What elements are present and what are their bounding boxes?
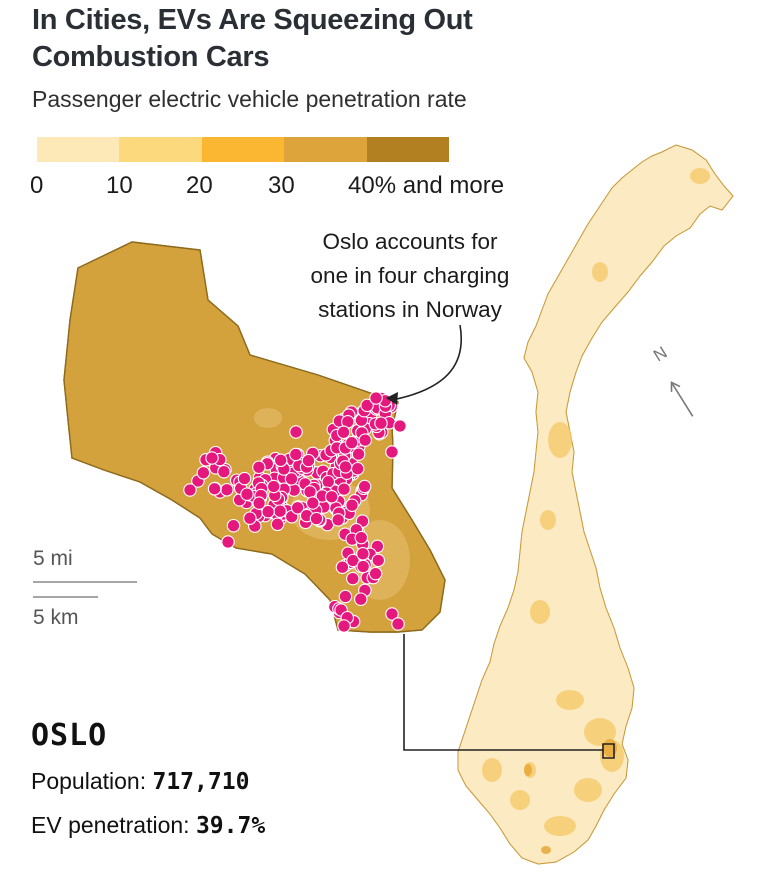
- legend-label-30: 30: [268, 172, 295, 199]
- charging-station-dot: [221, 535, 235, 549]
- annotation-line-3: stations in Norway: [318, 297, 502, 322]
- charging-station-dot: [220, 483, 234, 497]
- legend-label-40-plus: 40% and more: [348, 172, 505, 199]
- ev-penetration-stat: EV penetration: 39.7%: [31, 812, 265, 839]
- charging-station-dot: [284, 472, 299, 486]
- charging-station-dot: [374, 416, 388, 430]
- annotation-line-1: Oslo accounts for: [322, 229, 498, 254]
- charging-station-dot: [391, 617, 405, 631]
- charging-station-dots: [183, 391, 407, 633]
- charging-station-dot: [205, 451, 219, 465]
- legend-label-0: 0: [30, 172, 44, 199]
- compass-label: N: [650, 343, 670, 366]
- annotation-arrowhead: [386, 392, 398, 405]
- annotation-arrow: [391, 324, 463, 401]
- charging-station-dot: [346, 553, 360, 568]
- charging-station-dot: [356, 547, 370, 561]
- charging-station-dot: [196, 466, 211, 480]
- charging-station-dot: [360, 398, 374, 413]
- charging-station-dot: [266, 479, 281, 494]
- charging-station-dot: [335, 560, 350, 574]
- population-stat: Population: 717,710: [31, 768, 249, 795]
- charging-station-dot: [337, 482, 351, 496]
- charging-station-dot: [354, 530, 369, 545]
- charging-station-dot: [237, 471, 252, 486]
- charging-station-dot: [346, 571, 360, 586]
- norway-map: [457, 144, 734, 865]
- charging-station-dot: [252, 496, 266, 510]
- chart-title: In Cities, EVs Are Squeezing Out Combust…: [32, 4, 473, 73]
- legend-labels: 0 10 20 30 40% and more: [0, 172, 600, 202]
- charging-station-dot: [309, 511, 324, 526]
- legend-swatch-0: [37, 137, 120, 162]
- legend-label-10: 10: [106, 172, 133, 199]
- legend-label-20: 20: [186, 172, 213, 199]
- charging-station-dot: [337, 619, 351, 633]
- charging-station-dot: [324, 490, 339, 504]
- charging-station-dot: [368, 566, 383, 581]
- charging-station-dot: [217, 464, 231, 479]
- charging-station-dot: [357, 479, 372, 494]
- charging-station-dot: [306, 496, 320, 510]
- charging-station-dot: [369, 391, 383, 405]
- charging-station-dot: [385, 607, 399, 621]
- charging-station-dot: [273, 453, 288, 468]
- population-label: Population:: [31, 768, 147, 794]
- population-value: 717,710: [152, 769, 250, 795]
- charging-station-dot: [354, 592, 368, 606]
- legend-swatch-3: [284, 137, 367, 162]
- legend-swatch-1: [119, 137, 202, 162]
- north-arrow-icon: [670, 381, 694, 417]
- charging-station-dot: [252, 460, 266, 475]
- oslo-annotation: Oslo accounts for one in four charging s…: [285, 225, 535, 327]
- city-name: OSLO: [31, 718, 108, 753]
- oslo-inset-map: [63, 241, 446, 633]
- ev-penetration-value: 39.7%: [195, 813, 266, 839]
- legend-swatch-4: [366, 137, 450, 162]
- charging-station-dot: [273, 504, 287, 518]
- charging-station-dot: [345, 498, 359, 512]
- charging-station-dot: [289, 447, 303, 462]
- charging-station-dot: [385, 445, 399, 459]
- charging-station-dot: [393, 419, 407, 433]
- charging-station-dot: [289, 425, 303, 439]
- scale-label-miles: 5 mi: [33, 547, 73, 570]
- charging-station-dot: [270, 517, 285, 532]
- charging-station-dot: [351, 447, 366, 461]
- charging-station-dot: [338, 460, 353, 474]
- charging-station-dot: [358, 433, 372, 447]
- charging-station-dot: [301, 453, 316, 468]
- charging-station-dot: [303, 485, 317, 499]
- charging-station-dot: [290, 501, 305, 515]
- charging-station-dot: [243, 511, 257, 525]
- legend-color-bar: [37, 137, 450, 162]
- charging-station-dot: [226, 518, 241, 533]
- charging-station-dot: [261, 504, 275, 519]
- legend-swatch-2: [201, 137, 285, 162]
- charging-station-dot: [207, 482, 222, 496]
- charging-station-dot: [321, 474, 336, 489]
- inset-leader-line: [403, 634, 615, 759]
- charging-station-dot: [350, 461, 365, 476]
- chart-subtitle: Passenger electric vehicle penetration r…: [32, 86, 467, 112]
- charging-station-dot: [371, 553, 386, 568]
- charging-station-dot: [356, 559, 370, 574]
- charging-station-dot: [240, 487, 254, 501]
- charging-station-dot: [344, 435, 359, 450]
- charging-station-dot: [336, 425, 351, 440]
- charging-station-dot: [338, 589, 353, 604]
- charging-station-dot: [183, 483, 197, 497]
- ev-penetration-label: EV penetration:: [31, 812, 190, 838]
- charging-station-dot: [331, 513, 345, 527]
- annotation-line-2: one in four charging: [310, 263, 510, 288]
- scale-label-km: 5 km: [33, 606, 79, 629]
